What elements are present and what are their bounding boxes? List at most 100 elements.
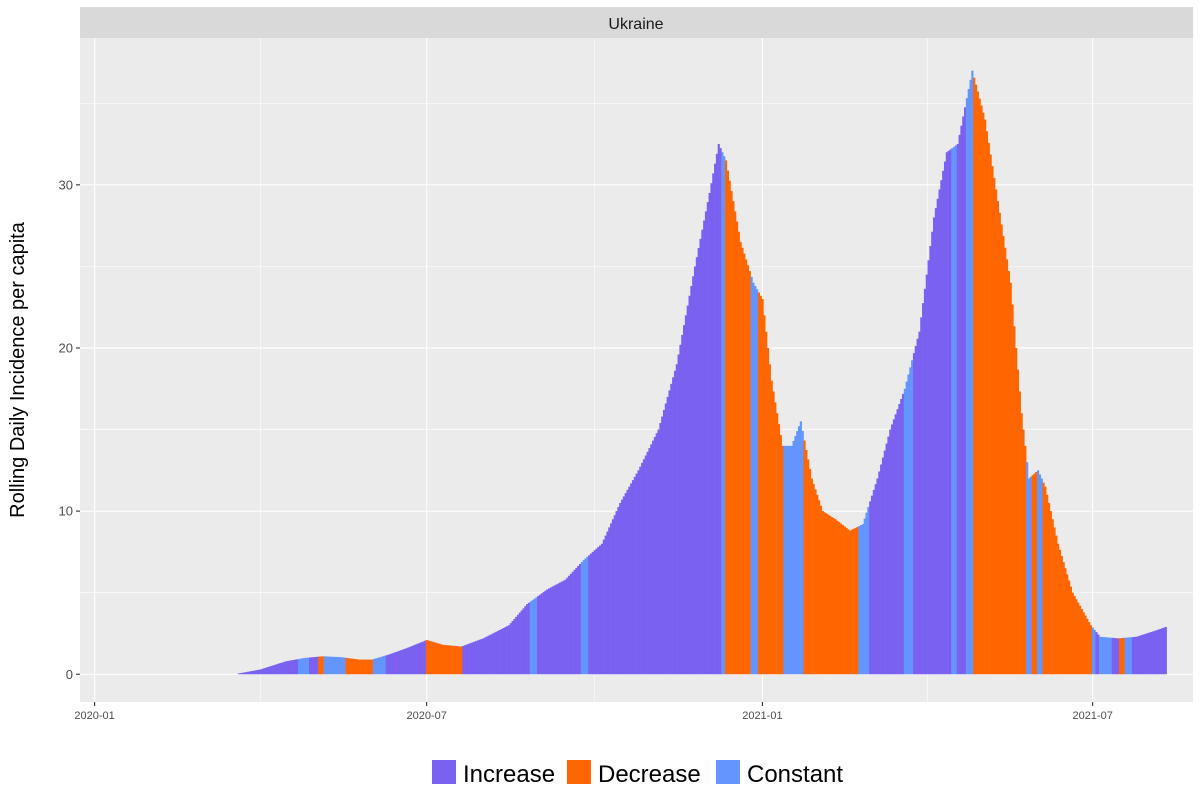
bar: [345, 657, 348, 675]
bar: [881, 457, 885, 675]
bar: [878, 471, 881, 675]
bar: [914, 345, 917, 675]
bar: [721, 152, 724, 675]
bar: [1151, 631, 1155, 675]
bar: [579, 563, 582, 675]
bar: [589, 553, 593, 675]
bar: [1060, 555, 1063, 675]
bar: [900, 398, 903, 675]
bar: [482, 638, 485, 675]
bar: [462, 645, 465, 675]
bar: [283, 661, 286, 675]
bar: [756, 289, 759, 675]
bar: [797, 426, 801, 675]
bar: [783, 445, 786, 675]
bar: [896, 409, 899, 675]
bar: [407, 647, 410, 675]
bar: [611, 519, 615, 675]
legend-key-increase: [432, 760, 456, 784]
y-axis-title: Rolling Daily Incidence per capita: [7, 221, 29, 518]
bar: [516, 614, 520, 675]
bar: [381, 656, 385, 675]
bar: [1130, 637, 1133, 675]
bar: [259, 669, 262, 675]
bar: [641, 462, 644, 675]
bar: [546, 589, 549, 675]
bar: [1049, 511, 1052, 675]
bar: [1011, 304, 1014, 675]
bar: [580, 562, 584, 675]
bar: [995, 189, 998, 675]
bar: [757, 292, 761, 675]
bar: [392, 652, 396, 675]
bar: [969, 79, 972, 675]
bar: [334, 656, 337, 675]
bar: [1082, 612, 1085, 675]
bar: [279, 662, 282, 675]
bar: [865, 512, 868, 675]
bar: [808, 468, 812, 675]
bar: [637, 470, 640, 675]
bar: [876, 478, 879, 675]
bar: [347, 658, 350, 675]
bar: [929, 246, 932, 675]
bar: [838, 522, 841, 675]
bar: [493, 632, 496, 675]
bar: [1062, 562, 1065, 675]
bar: [953, 146, 956, 675]
bar: [1037, 470, 1040, 675]
bar: [533, 598, 536, 675]
bar: [595, 548, 598, 675]
bar: [1139, 635, 1142, 675]
bar: [529, 601, 532, 675]
bar: [414, 644, 417, 675]
bar: [586, 556, 589, 675]
bar: [294, 659, 297, 675]
bar: [776, 413, 779, 675]
bar: [894, 414, 897, 675]
bar: [597, 547, 600, 675]
bar: [754, 285, 757, 675]
bar: [823, 512, 826, 675]
bar: [814, 489, 817, 675]
bar: [664, 403, 667, 675]
bar: [989, 154, 992, 675]
bar: [1013, 326, 1016, 675]
bar: [850, 529, 854, 675]
bar: [385, 655, 388, 675]
bar: [1031, 475, 1034, 675]
bar: [743, 253, 746, 675]
y-tick-label: 30: [59, 177, 73, 192]
bar: [526, 604, 529, 675]
bar: [456, 646, 459, 675]
bar: [772, 391, 775, 675]
bar: [661, 416, 664, 675]
bar: [340, 657, 343, 675]
bar: [1044, 486, 1047, 675]
bar: [710, 183, 713, 675]
bar: [389, 654, 392, 675]
bar: [349, 658, 352, 675]
bar: [960, 125, 963, 675]
bar: [699, 238, 702, 675]
bar: [785, 445, 788, 675]
bar: [314, 656, 317, 675]
bar: [1097, 634, 1100, 675]
bar: [504, 627, 507, 675]
bar: [1042, 482, 1045, 675]
bar: [883, 450, 886, 675]
bar: [898, 404, 901, 675]
bar: [323, 656, 326, 675]
bar: [620, 499, 624, 675]
bar: [1053, 527, 1056, 675]
bar: [856, 526, 859, 675]
bar: [460, 646, 463, 675]
bar: [934, 208, 937, 675]
bar: [821, 511, 824, 675]
bar: [854, 527, 857, 675]
bar: [593, 550, 596, 675]
bar: [652, 440, 655, 675]
bar: [980, 105, 983, 675]
bar: [591, 551, 594, 675]
bar: [487, 635, 490, 675]
